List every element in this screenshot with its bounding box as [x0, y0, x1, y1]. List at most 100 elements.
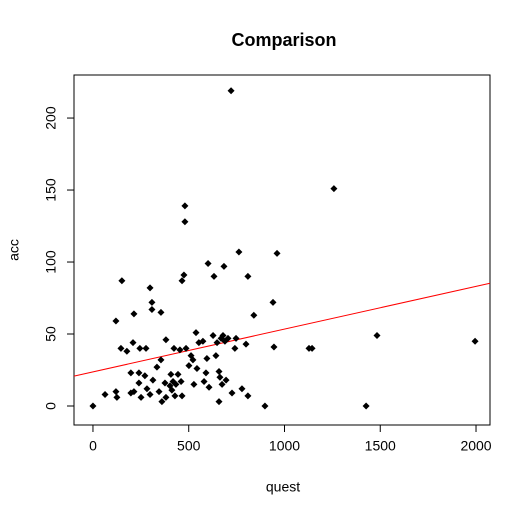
point	[199, 337, 207, 345]
point	[250, 311, 258, 319]
point	[202, 369, 210, 377]
point	[123, 347, 131, 355]
x-tick-label: 2000	[460, 438, 491, 454]
point	[178, 392, 186, 400]
point	[130, 310, 138, 318]
point	[227, 87, 235, 95]
point	[162, 336, 170, 344]
point	[273, 249, 281, 257]
point	[117, 344, 125, 352]
point	[200, 378, 208, 386]
point	[203, 354, 211, 362]
point	[210, 272, 218, 280]
point	[135, 379, 143, 387]
point	[193, 365, 201, 373]
point	[180, 271, 188, 279]
point	[146, 390, 154, 398]
point	[136, 344, 144, 352]
point	[270, 343, 278, 351]
point	[218, 380, 226, 388]
point	[118, 277, 126, 285]
point	[244, 272, 252, 280]
point	[204, 259, 212, 267]
point	[137, 393, 145, 401]
point	[215, 398, 223, 406]
point	[190, 380, 198, 388]
point	[101, 390, 109, 398]
point	[362, 402, 370, 410]
point	[224, 334, 232, 342]
point	[189, 356, 197, 364]
point	[148, 298, 156, 306]
point	[167, 370, 175, 378]
chart-title: Comparison	[231, 30, 336, 50]
point	[149, 376, 157, 384]
point	[172, 380, 180, 388]
y-tick-label: 200	[43, 106, 59, 130]
point	[176, 346, 184, 354]
point	[89, 402, 97, 410]
point	[244, 392, 252, 400]
point	[158, 398, 166, 406]
point	[174, 370, 182, 378]
point	[205, 383, 213, 391]
point	[235, 248, 243, 256]
point	[471, 337, 479, 345]
regression-line	[73, 282, 491, 377]
point	[308, 344, 316, 352]
point	[238, 385, 246, 393]
x-axis-label: quest	[266, 479, 300, 495]
point	[215, 367, 223, 375]
y-tick-label: 150	[43, 178, 59, 202]
point	[209, 331, 217, 339]
point	[220, 262, 228, 270]
point	[178, 277, 186, 285]
y-tick-label: 100	[43, 250, 59, 274]
point	[143, 385, 151, 393]
point	[113, 393, 121, 401]
point	[168, 386, 176, 394]
point	[181, 202, 189, 210]
y-tick-label: 50	[43, 326, 59, 342]
x-tick-label: 0	[89, 438, 97, 454]
x-tick-label: 1500	[365, 438, 396, 454]
point	[157, 308, 165, 316]
point	[112, 388, 120, 396]
point	[141, 372, 149, 380]
point	[222, 376, 230, 384]
point	[182, 344, 190, 352]
point	[161, 379, 169, 387]
point	[170, 344, 178, 352]
point	[148, 306, 156, 314]
point	[216, 373, 224, 381]
point	[142, 344, 150, 352]
point	[192, 329, 200, 337]
point	[231, 344, 239, 352]
point	[157, 356, 165, 364]
point	[146, 284, 154, 292]
point	[177, 378, 185, 386]
x-tick-label: 500	[177, 438, 201, 454]
point	[153, 363, 161, 371]
point	[129, 339, 137, 347]
point	[130, 388, 138, 396]
x-tick-label: 1000	[269, 438, 300, 454]
point	[242, 340, 250, 348]
point	[127, 369, 135, 377]
point	[135, 369, 143, 377]
point	[181, 218, 189, 226]
point	[373, 331, 381, 339]
point	[330, 185, 338, 193]
point	[213, 339, 221, 347]
point	[162, 393, 170, 401]
point	[185, 362, 193, 370]
y-axis-label: acc	[6, 239, 22, 261]
y-tick-label: 0	[43, 402, 59, 410]
point	[269, 298, 277, 306]
point	[212, 352, 220, 360]
point	[171, 392, 179, 400]
point	[261, 402, 269, 410]
point	[112, 317, 120, 325]
point	[228, 389, 236, 397]
